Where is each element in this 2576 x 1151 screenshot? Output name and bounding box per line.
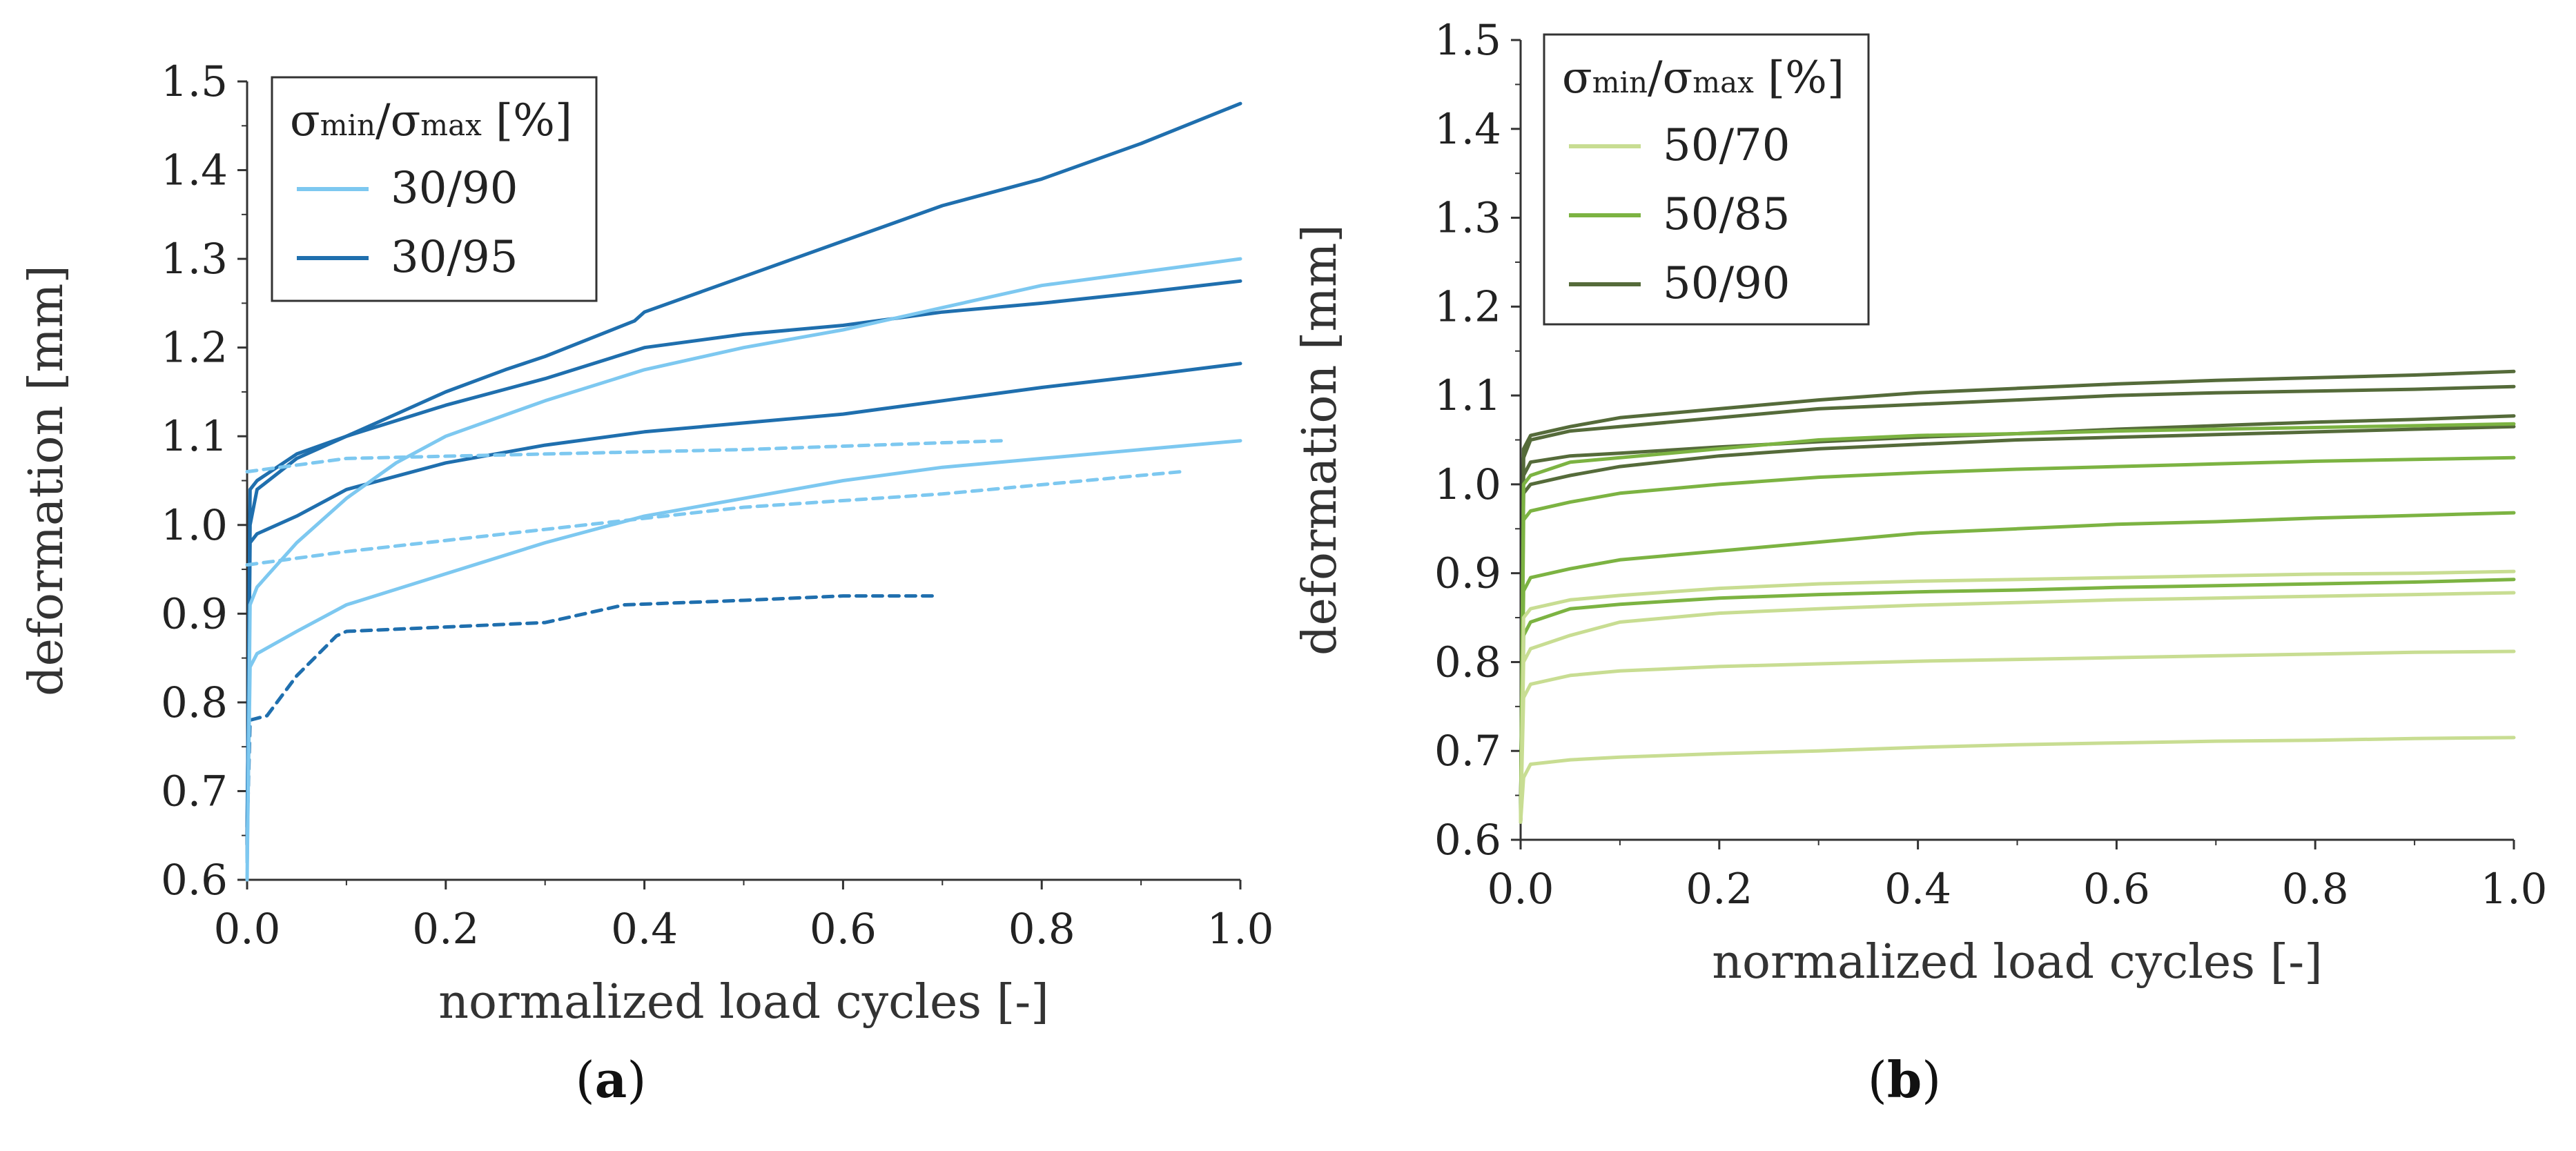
- series-line: [1519, 384, 2516, 824]
- y-tick-label: 1.1: [161, 412, 228, 461]
- legend-title-max: max: [1692, 66, 1754, 99]
- panel-paren-open: (: [1868, 1051, 1887, 1109]
- x-axis-label: normalized load cycles [-]: [438, 975, 1048, 1030]
- x-tick-label: 0.2: [1686, 865, 1753, 914]
- x-tick-label: 0.0: [213, 905, 280, 954]
- y-tick-label: 1.5: [161, 57, 228, 106]
- legend-title-max: max: [420, 108, 482, 142]
- x-tick-label: 1.0: [1207, 905, 1274, 954]
- legend-title-sigma: σ: [1562, 52, 1592, 104]
- x-tick-label: 0.0: [1487, 865, 1554, 914]
- y-axis-label: deformation [mm]: [1293, 224, 1347, 656]
- y-tick-label: 1.1: [1434, 371, 1501, 420]
- series-line: [1519, 422, 2516, 824]
- chart-b: 0.6 0.7 0.8 0.9 1.0 1.1 1.2 1.3 1.4 1.5 0.0 0.2 0.4 0…: [1293, 16, 2548, 1109]
- y-tick-label: 1.0: [1434, 460, 1501, 509]
- panel-label: (b): [1868, 1050, 1942, 1109]
- y-tick-label: 1.2: [161, 324, 228, 373]
- y-tick-label: 1.5: [1434, 16, 1501, 65]
- y-tick-label: 0.6: [161, 856, 228, 905]
- series-line: [1519, 736, 2516, 824]
- series-line: [1519, 578, 2516, 824]
- x-tick-label: 0.6: [810, 905, 877, 954]
- series-line: [1519, 511, 2516, 824]
- legend-title-sep: /σ: [1648, 52, 1692, 104]
- x-tick-label: 0.2: [412, 905, 479, 954]
- panel-label: (a): [576, 1050, 647, 1109]
- y-tick-label: 1.4: [1434, 105, 1501, 154]
- x-axis-label: normalized load cycles [-]: [1712, 935, 2322, 990]
- legend-label: 30/90: [391, 163, 518, 214]
- legend: σmin/σmax [%] 30/90 30/95: [271, 76, 598, 302]
- panel-paren-open: (: [576, 1051, 595, 1109]
- legend-label: 50/70: [1663, 120, 1790, 171]
- panel-letter: b: [1887, 1050, 1922, 1109]
- x-tick-label: 0.8: [1008, 905, 1075, 954]
- y-tick-label: 0.9: [161, 589, 228, 638]
- legend-title-unit: [%]: [1754, 52, 1844, 104]
- panel-paren-close: ): [627, 1051, 646, 1109]
- series-line: [1519, 649, 2516, 824]
- y-tick-label: 1.0: [161, 501, 228, 550]
- legend-label: 30/95: [391, 232, 518, 283]
- chart-a: 0.6 0.7 0.8 0.9 1.0 1.1 1.2 1.3 1.4 1.5 0.0 0.2 0.4 0…: [19, 57, 1274, 1109]
- series-line: [1519, 455, 2516, 824]
- legend-title: σmin/σmax [%]: [290, 95, 572, 146]
- series-line: [245, 257, 1242, 882]
- series-line: [245, 594, 935, 838]
- legend-label: 50/90: [1663, 258, 1790, 309]
- legend-title-min: min: [320, 108, 375, 142]
- legend-box: [1543, 33, 1870, 326]
- series-line: [245, 439, 1242, 864]
- legend-title-min: min: [1592, 66, 1648, 99]
- y-tick-label: 0.7: [161, 767, 228, 816]
- series-line: [245, 470, 1183, 567]
- y-tick-label: 0.7: [1434, 727, 1501, 776]
- series-line: [1519, 424, 2516, 824]
- legend-label: 50/85: [1663, 189, 1790, 240]
- series-line: [1519, 414, 2516, 824]
- series-line: [245, 362, 1242, 829]
- legend-title-sigma: σ: [290, 95, 320, 146]
- y-tick-label: 0.6: [1434, 816, 1501, 865]
- y-tick-label: 1.4: [161, 146, 228, 195]
- x-tick-label: 0.6: [2083, 865, 2150, 914]
- x-tick-label: 0.4: [1884, 865, 1951, 914]
- y-tick-label: 1.3: [161, 235, 228, 284]
- y-tick-label: 0.8: [161, 678, 228, 727]
- series-line: [245, 101, 1242, 864]
- panel-paren-close: ): [1922, 1051, 1941, 1109]
- series-line: [1519, 369, 2516, 824]
- y-tick-label: 0.8: [1434, 638, 1501, 687]
- legend-title-sep: /σ: [375, 95, 420, 146]
- y-axis-label: deformation [mm]: [19, 265, 74, 696]
- series-line: [245, 279, 1242, 847]
- series-line: [1519, 569, 2516, 824]
- legend-title: σmin/σmax [%]: [1562, 52, 1844, 104]
- legend-title-unit: [%]: [482, 95, 572, 146]
- series-line: [245, 439, 1004, 474]
- x-tick-label: 1.0: [2480, 865, 2547, 914]
- y-tick-label: 0.9: [1434, 549, 1501, 598]
- panel-letter: a: [595, 1050, 627, 1109]
- legend: σmin/σmax [%] 50/70 50/85 50/90: [1543, 33, 1870, 326]
- x-tick-label: 0.4: [611, 905, 678, 954]
- x-tick-label: 0.8: [2282, 865, 2349, 914]
- series-line: [1519, 591, 2516, 824]
- y-tick-label: 1.2: [1434, 282, 1501, 331]
- y-tick-label: 1.3: [1434, 194, 1501, 243]
